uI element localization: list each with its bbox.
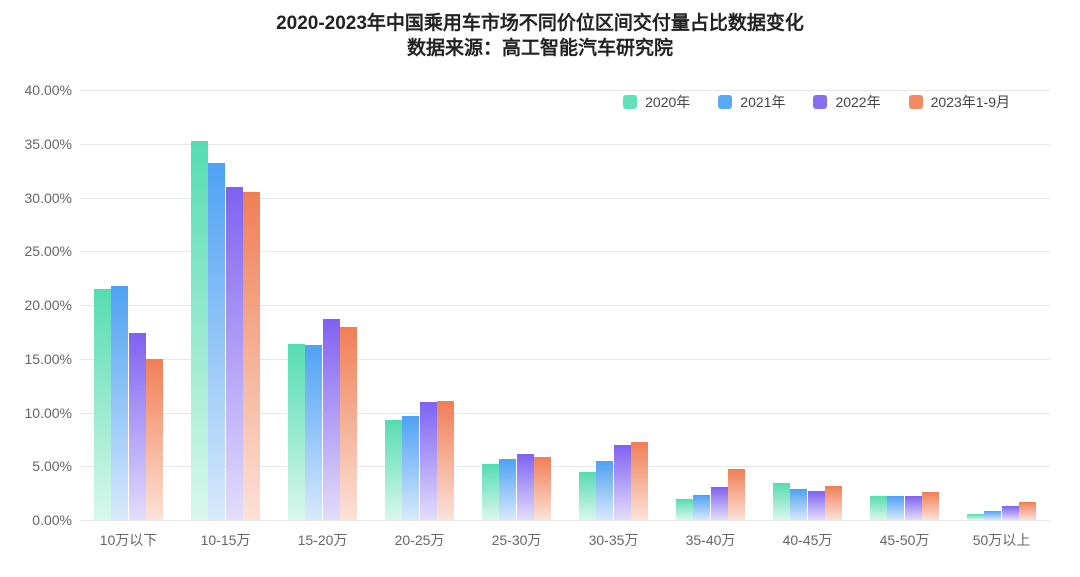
bar (596, 461, 613, 520)
bar (129, 333, 146, 520)
bar (967, 514, 984, 520)
bar (191, 141, 208, 520)
bar (323, 319, 340, 520)
y-tick-label: 15.00% (4, 351, 72, 367)
bar (517, 454, 534, 520)
x-tick-label: 30-35万 (589, 530, 639, 550)
bar (385, 420, 402, 520)
bar (534, 457, 551, 520)
y-tick-label: 20.00% (4, 297, 72, 313)
bar (905, 496, 922, 520)
bar (728, 469, 745, 520)
x-tick-label: 25-30万 (492, 530, 542, 550)
chart-container: 2020-2023年中国乘用车市场不同价位区间交付量占比数据变化 数据来源：高工… (0, 0, 1080, 577)
chart-title-line1: 2020-2023年中国乘用车市场不同价位区间交付量占比数据变化 (0, 12, 1080, 37)
bar (111, 286, 128, 520)
y-tick-label: 10.00% (4, 405, 72, 421)
bar (790, 489, 807, 520)
y-tick-label: 40.00% (4, 82, 72, 98)
gridline (80, 90, 1050, 91)
bar (420, 402, 437, 520)
bar (208, 163, 225, 520)
x-tick-label: 35-40万 (686, 530, 736, 550)
bar (340, 327, 357, 521)
y-tick-label: 5.00% (4, 458, 72, 474)
bar (676, 499, 693, 521)
bar (693, 495, 710, 520)
bar (402, 416, 419, 520)
x-tick-label: 10-15万 (201, 530, 251, 550)
x-tick-label: 40-45万 (783, 530, 833, 550)
x-tick-label: 20-25万 (395, 530, 445, 550)
bar (711, 487, 728, 520)
bar (288, 344, 305, 520)
bar (1002, 506, 1019, 520)
bar (579, 472, 596, 520)
x-tick-label: 15-20万 (298, 530, 348, 550)
bar (773, 483, 790, 520)
bar (870, 496, 887, 520)
bar (437, 401, 454, 520)
bar (243, 192, 260, 520)
bar (146, 359, 163, 520)
y-tick-label: 30.00% (4, 190, 72, 206)
chart-title-block: 2020-2023年中国乘用车市场不同价位区间交付量占比数据变化 数据来源：高工… (0, 12, 1080, 61)
bar (614, 445, 631, 520)
bar (825, 486, 842, 520)
gridline (80, 520, 1050, 521)
bar (631, 442, 648, 520)
bar (984, 511, 1001, 520)
bar (499, 459, 516, 520)
gridline (80, 144, 1050, 145)
y-tick-label: 25.00% (4, 243, 72, 259)
x-tick-label: 50万以上 (973, 530, 1031, 550)
bar (482, 464, 499, 520)
bar (1019, 502, 1036, 520)
bar (226, 187, 243, 520)
y-tick-label: 0.00% (4, 512, 72, 528)
bar (887, 496, 904, 520)
plot-area: 0.00%5.00%10.00%15.00%20.00%25.00%30.00%… (80, 90, 1050, 520)
y-tick-label: 35.00% (4, 136, 72, 152)
bar (922, 492, 939, 520)
bar (305, 345, 322, 520)
bar (808, 491, 825, 520)
x-tick-label: 10万以下 (100, 530, 158, 550)
bar (94, 289, 111, 520)
x-tick-label: 45-50万 (880, 530, 930, 550)
chart-title-line2: 数据来源：高工智能汽车研究院 (0, 37, 1080, 62)
